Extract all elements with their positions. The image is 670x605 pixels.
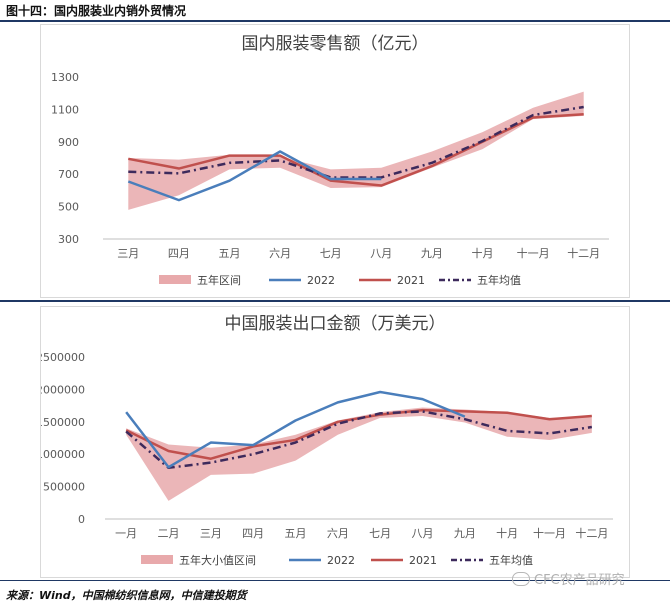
export-chart: 中国服装出口金额（万美元） 0 500000 1000000 1500000 200000… [41,314,613,567]
x-tick-label: 一月 [115,527,137,540]
x-tick-label: 三月 [200,527,222,540]
legend-band-swatch [141,555,173,564]
y-tick-label: 2000000 [41,383,85,396]
legend-band-swatch [159,275,191,284]
x-tick-label: 十月 [472,246,494,260]
x-tick-label: 四月 [168,247,190,260]
legend-2022-label: 2022 [327,554,355,567]
legend-avg-label: 五年均值 [489,553,533,567]
chart-panel-retail: 国内服装零售额（亿元） 300 500 700 900 1100 1300 三月 四月 五月 六月 七… [40,24,630,298]
legend-band-label: 五年区间 [197,273,241,287]
watermark: CFC农产品研究 [512,569,625,588]
x-tick-label: 十一月 [533,526,566,540]
x-tick-label: 八月 [412,527,434,540]
y-tick-label: 0 [78,513,85,526]
mid-rule [0,300,670,302]
series-avg-line [128,105,584,179]
x-tick-label: 五月 [285,527,307,540]
band-area [126,407,592,501]
x-tick-label: 六月 [269,247,291,260]
y-tick-label: 1300 [51,71,79,84]
figure-title: 图十四：国内服装业内销外贸情况 [6,4,187,18]
chart-title: 中国服装出口金额（万美元） [225,314,446,334]
watermark-text: CFC农产品研究 [534,573,625,588]
x-tick-label: 十一月 [517,246,550,260]
x-tick-label: 九月 [454,527,476,540]
x-tick-label: 九月 [421,247,443,260]
legend-2021-label: 2021 [409,554,437,567]
x-tick-label: 三月 [117,247,139,260]
wechat-icon [512,571,530,586]
x-tick-label: 十二月 [575,526,608,540]
x-tick-label: 七月 [369,527,391,540]
title-rule [0,20,670,22]
x-tick-label: 二月 [158,527,180,540]
y-tick-label: 500 [58,201,79,214]
bottom-rule [0,580,670,581]
band-area [128,91,584,210]
legend-band-label: 五年大小值区间 [179,553,256,567]
x-tick-label: 十月 [496,526,518,540]
x-tick-label: 五月 [219,247,241,260]
y-tick-label: 700 [58,168,79,181]
y-tick-label: 1000000 [41,448,85,461]
chart-panel-export: 中国服装出口金额（万美元） 0 500000 1000000 1500000 200000… [40,306,630,578]
x-tick-label: 七月 [320,247,342,260]
x-tick-label: 六月 [327,527,349,540]
chart-title: 国内服装零售额（亿元） [242,34,429,54]
x-tick-label: 十二月 [567,246,600,260]
x-tick-label: 四月 [242,527,264,540]
series-2022-line [127,150,382,202]
series-2021-line [128,113,584,187]
y-tick-label: 1500000 [41,416,85,429]
legend-avg-label: 五年均值 [477,273,521,287]
y-tick-label: 900 [58,136,79,149]
x-tick-label: 八月 [370,247,392,260]
y-tick-label: 1100 [51,103,79,116]
y-tick-label: 300 [58,233,79,246]
retail-chart: 国内服装零售额（亿元） 300 500 700 900 1100 1300 三月 四月 五月 六月 七… [51,34,609,287]
series-avg-line [125,410,593,470]
legend-2021-label: 2021 [397,274,425,287]
y-tick-label: 500000 [43,481,85,494]
y-tick-label: 2500000 [41,351,85,364]
legend-2022-label: 2022 [307,274,335,287]
source-note: 来源：Wind，中国棉纺织信息网，中信建投期货 [6,589,247,602]
